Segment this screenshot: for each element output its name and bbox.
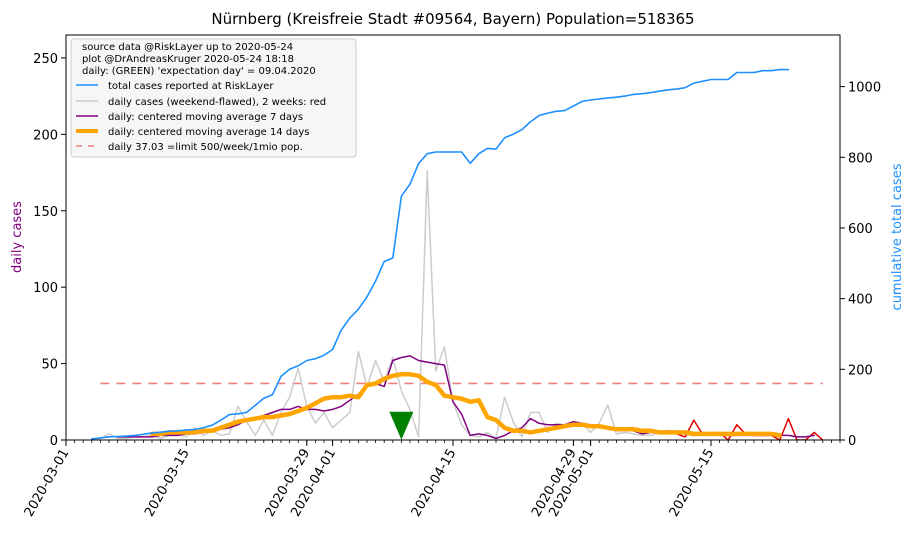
legend-label-total: total cases reported at RiskLayer: [108, 81, 274, 92]
y2-axis-label: cumulative total cases: [890, 163, 905, 310]
y2-tick-label: 400: [848, 293, 873, 308]
y-axis-label: daily cases: [10, 201, 25, 273]
expectation-day-marker: [389, 411, 414, 440]
y-tick-label: 50: [41, 358, 58, 373]
legend-label-ma14: daily: centered moving average 14 days: [108, 127, 309, 138]
y2-tick-label: 200: [848, 363, 873, 378]
y-axis-left: 0 50 100 150 200 250: [33, 52, 66, 449]
ma14-line: [149, 372, 783, 438]
legend-box: [70, 38, 357, 158]
y-tick-label: 100: [33, 281, 58, 296]
legend-header-line: source data @RiskLayer up to 2020-05-24: [82, 42, 293, 53]
legend-label-limit: daily 37.03 =limit 500/week/1mio pop.: [108, 142, 303, 153]
y2-tick-label: 1000: [848, 81, 881, 96]
legend: source data @RiskLayer up to 2020-05-24 …: [70, 38, 357, 158]
y-tick-label: 150: [33, 205, 58, 220]
y-tick-label: 250: [33, 52, 58, 67]
y2-tick-label: 800: [848, 151, 873, 166]
y2-tick-label: 0: [848, 434, 856, 449]
legend-header-line: plot @DrAndreasKruger 2020-05-24 18:18: [82, 54, 294, 65]
y-tick-label: 0: [50, 434, 58, 449]
y2-tick-label: 600: [848, 222, 873, 237]
legend-header-line: daily: (GREEN) 'expectation day' = 09.04…: [82, 66, 316, 77]
chart-title: Nürnberg (Kreisfreie Stadt #09564, Bayer…: [211, 10, 694, 28]
y-tick-label: 200: [33, 128, 58, 143]
legend-label-ma7: daily: centered moving average 7 days: [108, 112, 303, 123]
y-axis-right: 0 200 400 600 800 1000: [840, 81, 881, 449]
legend-label-daily: daily cases (weekend-flawed), 2 weeks: r…: [108, 97, 326, 108]
plot-area: [91, 68, 824, 440]
total-cases-line: [91, 68, 790, 440]
